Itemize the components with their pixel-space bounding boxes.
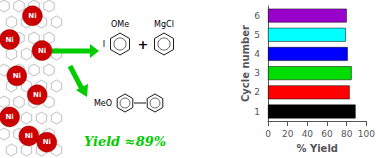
svg-text:80: 80 [341,129,353,139]
svg-text:Ni: Ni [13,72,21,80]
svg-text:I: I [103,40,105,49]
svg-text:Ni: Ni [33,91,41,99]
svg-text:Ni: Ni [5,36,13,44]
svg-text:5: 5 [254,30,260,40]
svg-text:20: 20 [282,129,294,139]
svg-text:Cycle number: Cycle number [240,25,251,102]
svg-text:60: 60 [321,129,333,139]
svg-text:Ni: Ni [38,47,46,55]
svg-text:6: 6 [254,11,260,21]
svg-text:Ni: Ni [5,113,13,121]
svg-text:% Yield: % Yield [296,143,338,154]
svg-text:0: 0 [265,129,271,139]
svg-text:100: 100 [358,129,375,139]
svg-text:Ni: Ni [43,138,51,146]
svg-text:Ni: Ni [28,12,36,20]
svg-text:MeO: MeO [94,99,112,108]
svg-text:Yield ≈89%: Yield ≈89% [84,134,166,149]
svg-text:4: 4 [254,49,260,59]
svg-text:40: 40 [302,129,314,139]
svg-text:2: 2 [254,87,260,97]
svg-text:3: 3 [254,68,260,78]
svg-text:MgCl: MgCl [154,20,174,29]
svg-text:Ni: Ni [25,132,33,140]
svg-text:+: + [138,37,149,52]
svg-text:1: 1 [254,107,260,117]
svg-text:OMe: OMe [111,20,129,29]
